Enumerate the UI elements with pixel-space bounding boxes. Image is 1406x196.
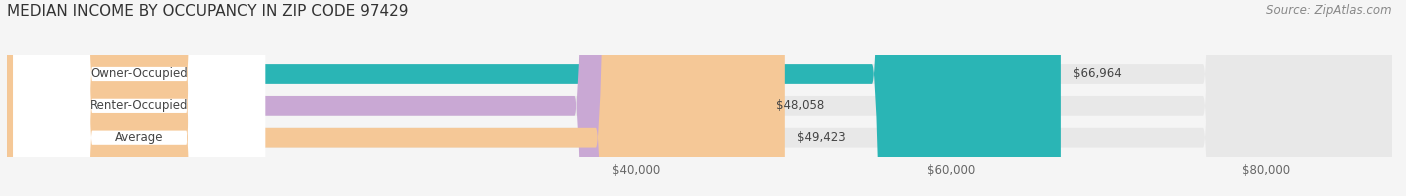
Text: Owner-Occupied: Owner-Occupied [90, 67, 188, 81]
Text: Source: ZipAtlas.com: Source: ZipAtlas.com [1267, 4, 1392, 17]
Text: $66,964: $66,964 [1073, 67, 1122, 81]
Text: $49,423: $49,423 [797, 131, 846, 144]
FancyBboxPatch shape [7, 0, 1392, 196]
FancyBboxPatch shape [7, 0, 1392, 196]
Text: Renter-Occupied: Renter-Occupied [90, 99, 188, 112]
Text: $48,058: $48,058 [776, 99, 824, 112]
FancyBboxPatch shape [7, 0, 1062, 196]
FancyBboxPatch shape [13, 0, 266, 196]
Text: Average: Average [115, 131, 163, 144]
FancyBboxPatch shape [7, 0, 1392, 196]
FancyBboxPatch shape [13, 0, 266, 196]
FancyBboxPatch shape [13, 0, 266, 196]
FancyBboxPatch shape [7, 0, 785, 196]
FancyBboxPatch shape [7, 0, 763, 196]
Text: MEDIAN INCOME BY OCCUPANCY IN ZIP CODE 97429: MEDIAN INCOME BY OCCUPANCY IN ZIP CODE 9… [7, 4, 409, 19]
